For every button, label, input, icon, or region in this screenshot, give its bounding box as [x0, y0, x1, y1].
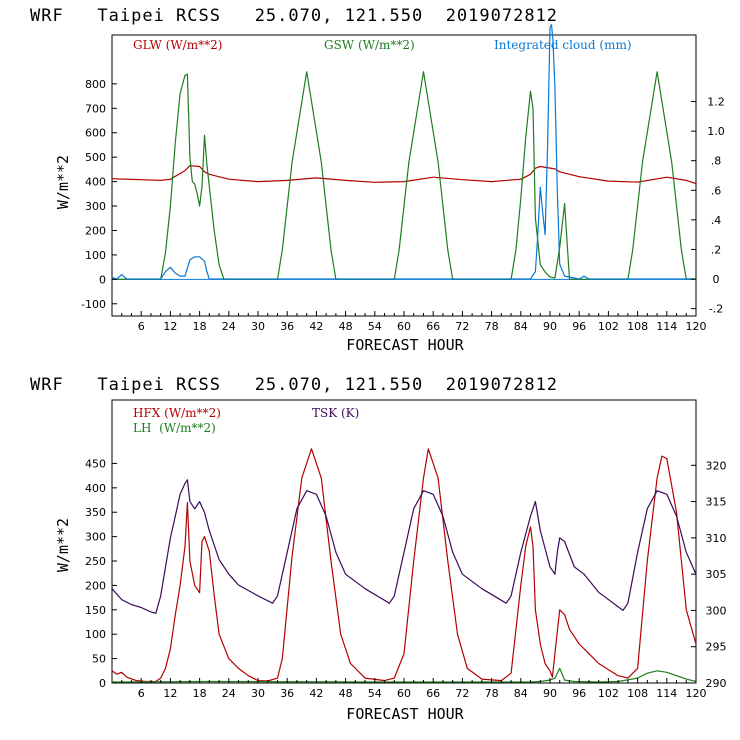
x-tick-label: 90 [543, 687, 557, 700]
y2-tick-label: 290 [706, 677, 727, 690]
y-tick-label: 800 [85, 78, 106, 91]
y2-tick-label: 295 [706, 641, 727, 654]
x-tick-label: 120 [686, 687, 707, 700]
y-tick-label: 100 [85, 249, 106, 262]
x-tick-label: 42 [309, 687, 323, 700]
y2-tick-label: 1.0 [707, 125, 725, 138]
y2-tick-label: 315 [706, 496, 727, 509]
y-tick-label: 0 [99, 273, 106, 286]
x-tick-label: 12 [163, 320, 177, 333]
panel1-title: WRF Taipei RCSS 25.070, 121.550 20190728… [30, 6, 558, 26]
x-tick-label: 18 [193, 687, 207, 700]
y2-tick-label: 0 [713, 273, 720, 286]
x-tick-label: 60 [397, 687, 411, 700]
x-tick-label: 30 [251, 687, 265, 700]
x-tick-label: 96 [572, 687, 586, 700]
x-tick-label: 30 [251, 320, 265, 333]
y-tick-label: 0 [99, 677, 106, 690]
y-tick-label: 400 [85, 176, 106, 189]
x-tick-label: 114 [656, 320, 677, 333]
x-tick-label: 54 [368, 320, 382, 333]
x-tick-label: 72 [455, 687, 469, 700]
y-tick-label: 700 [85, 102, 106, 115]
y-tick-label: 400 [85, 482, 106, 495]
x-tick-label: 18 [193, 320, 207, 333]
legend-lh: LH (W/m**2) [133, 421, 216, 435]
x-tick-label: 90 [543, 320, 557, 333]
y-tick-label: -100 [81, 298, 106, 311]
y2-tick-label: 1.2 [707, 96, 725, 109]
y-tick-label: 500 [85, 151, 106, 164]
y-tick-label: 600 [85, 127, 106, 140]
legend-hfx: HFX (W/m**2) [133, 406, 221, 420]
x-tick-label: 54 [368, 687, 382, 700]
panel2-plot-frame [111, 399, 697, 684]
y2-tick-label: .6 [711, 184, 722, 197]
x-tick-label: 24 [222, 687, 236, 700]
series-line-hfx [111, 448, 697, 683]
series-line-tsk [111, 479, 697, 614]
y2-tick-label: 310 [706, 532, 727, 545]
x-tick-label: 36 [280, 320, 294, 333]
panel1-plot-frame [111, 34, 697, 317]
x-tick-label: 78 [485, 687, 499, 700]
legend-tsk: TSK (K) [312, 406, 359, 420]
series-line-integrated-cloud [111, 24, 696, 280]
panel2-title: WRF Taipei RCSS 25.070, 121.550 20190728… [30, 375, 558, 395]
x-tick-label: 102 [598, 687, 619, 700]
y2-tick-label: 320 [706, 459, 727, 472]
y2-tick-label: .4 [711, 214, 722, 227]
y-tick-label: 100 [85, 628, 106, 641]
x-tick-label: 84 [514, 687, 528, 700]
heat-flux-skin-temp-panel: WRF Taipei RCSS 25.070, 121.550 20190728… [30, 375, 727, 723]
y-tick-label: 350 [85, 506, 106, 519]
y-tick-label: 200 [85, 224, 106, 237]
series-line-glw [111, 165, 697, 185]
series-line-gsw [112, 71, 696, 280]
y2-tick-label: .2 [711, 243, 722, 256]
x-tick-label: 72 [455, 320, 469, 333]
y2-tick-label: .8 [711, 155, 722, 168]
x-tick-label: 24 [222, 320, 236, 333]
legend-gsw: GSW (W/m**2) [324, 38, 415, 52]
legend-glw: GLW (W/m**2) [133, 38, 222, 52]
x-tick-label: 96 [572, 320, 586, 333]
y-tick-label: 50 [92, 653, 106, 666]
y-tick-label: 300 [85, 200, 106, 213]
y-tick-label: 250 [85, 555, 106, 568]
x-tick-label: 6 [138, 687, 145, 700]
x-tick-label: 102 [598, 320, 619, 333]
x-tick-label: 66 [426, 320, 440, 333]
x-tick-label: 48 [339, 320, 353, 333]
legend-integrated-cloud: Integrated cloud (mm) [494, 38, 632, 52]
x-tick-label: 6 [138, 320, 145, 333]
radiation-cloud-panel: WRF Taipei RCSS 25.070, 121.550 20190728… [30, 6, 725, 354]
x-tick-label: 120 [686, 320, 707, 333]
y-tick-label: 450 [85, 457, 106, 470]
panel1-y-axis-label: W/m**2 [54, 155, 72, 209]
panel2-y-axis-label: W/m**2 [54, 518, 72, 572]
x-tick-label: 66 [426, 687, 440, 700]
y-tick-label: 200 [85, 579, 106, 592]
x-tick-label: 108 [627, 320, 648, 333]
x-tick-label: 48 [339, 687, 353, 700]
y-tick-label: 150 [85, 604, 106, 617]
y2-tick-label: 300 [706, 604, 727, 617]
panel2-x-axis-label: FORECAST HOUR [346, 705, 464, 723]
x-tick-label: 84 [514, 320, 528, 333]
y-tick-label: 300 [85, 531, 106, 544]
x-tick-label: 12 [163, 687, 177, 700]
y2-tick-label: 305 [706, 568, 727, 581]
panel1-x-axis-label: FORECAST HOUR [346, 336, 464, 354]
y2-tick-label: -.2 [709, 303, 723, 316]
x-tick-label: 108 [627, 687, 648, 700]
x-tick-label: 78 [485, 320, 499, 333]
x-tick-label: 36 [280, 687, 294, 700]
x-tick-label: 114 [656, 687, 677, 700]
x-tick-label: 60 [397, 320, 411, 333]
x-tick-label: 42 [309, 320, 323, 333]
